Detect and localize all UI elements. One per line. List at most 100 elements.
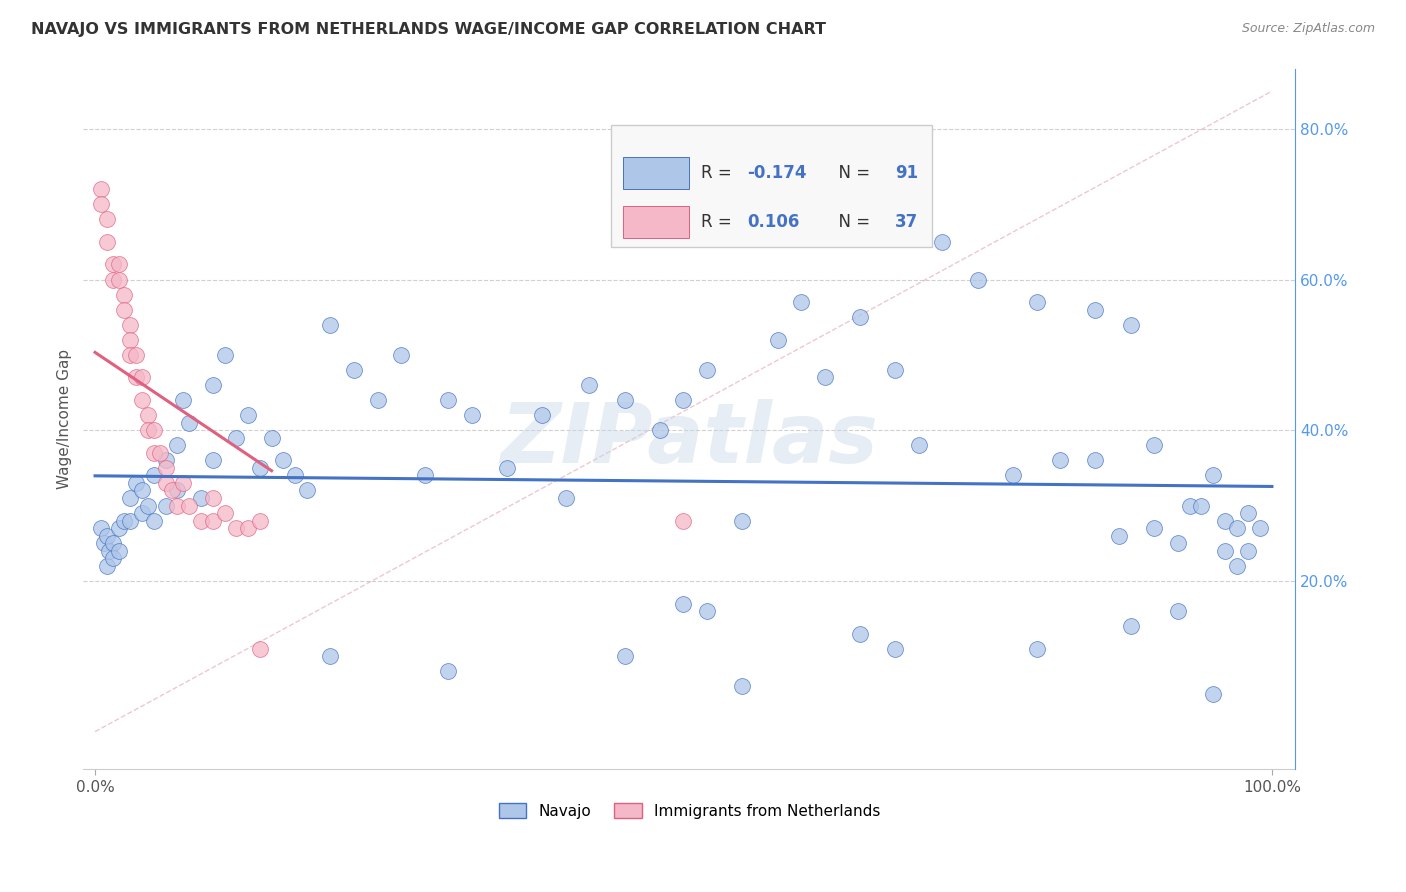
Text: 37: 37: [894, 213, 918, 231]
Point: [101, 536, 124, 550]
Point: [201, 453, 224, 467]
Point: [884, 641, 907, 656]
Point: [142, 423, 165, 437]
Point: [613, 649, 636, 664]
Point: [554, 491, 576, 505]
Point: [1213, 543, 1236, 558]
Point: [696, 363, 718, 377]
Point: [389, 348, 412, 362]
Point: [496, 461, 519, 475]
Point: [155, 499, 177, 513]
Point: [142, 514, 165, 528]
Point: [1143, 521, 1166, 535]
Point: [884, 363, 907, 377]
Point: [1249, 521, 1271, 535]
Point: [155, 461, 177, 475]
Point: [1202, 687, 1225, 701]
Point: [107, 521, 129, 535]
Point: [1167, 536, 1189, 550]
Point: [966, 272, 988, 286]
Point: [120, 348, 142, 362]
Point: [1237, 506, 1260, 520]
Point: [214, 348, 236, 362]
Point: [155, 475, 177, 490]
Point: [1213, 514, 1236, 528]
Point: [1226, 558, 1249, 573]
Point: [142, 446, 165, 460]
Point: [166, 483, 188, 498]
Text: Source: ZipAtlas.com: Source: ZipAtlas.com: [1241, 22, 1375, 36]
Point: [236, 408, 259, 422]
Point: [437, 393, 460, 408]
Text: ZIPatlas: ZIPatlas: [501, 400, 879, 481]
Point: [225, 431, 247, 445]
Point: [460, 408, 482, 422]
Point: [166, 499, 188, 513]
Legend: Navajo, Immigrants from Netherlands: Navajo, Immigrants from Netherlands: [492, 797, 886, 825]
Point: [142, 468, 165, 483]
Point: [131, 370, 153, 384]
Point: [125, 475, 148, 490]
Point: [107, 272, 129, 286]
Point: [96, 529, 118, 543]
Point: [1025, 295, 1047, 310]
Point: [1025, 641, 1047, 656]
Point: [931, 235, 953, 249]
Text: NAVAJO VS IMMIGRANTS FROM NETHERLANDS WAGE/INCOME GAP CORRELATION CHART: NAVAJO VS IMMIGRANTS FROM NETHERLANDS WA…: [31, 22, 825, 37]
Point: [101, 272, 124, 286]
Point: [672, 514, 695, 528]
Point: [260, 431, 283, 445]
Point: [120, 318, 142, 332]
Point: [1084, 302, 1107, 317]
Point: [273, 453, 295, 467]
Point: [90, 182, 112, 196]
Text: N =: N =: [828, 164, 876, 182]
Point: [1143, 438, 1166, 452]
Point: [249, 461, 271, 475]
Point: [1119, 619, 1142, 633]
Point: [96, 212, 118, 227]
Point: [107, 257, 129, 271]
Point: [120, 514, 142, 528]
Point: [90, 197, 112, 211]
Point: [190, 514, 212, 528]
Point: [1049, 453, 1071, 467]
Point: [131, 393, 153, 408]
Point: [93, 536, 115, 550]
Point: [1178, 499, 1201, 513]
Point: [284, 468, 307, 483]
Point: [201, 491, 224, 505]
Point: [648, 423, 671, 437]
Point: [366, 393, 388, 408]
Point: [149, 446, 172, 460]
FancyBboxPatch shape: [610, 125, 932, 247]
Point: [1119, 318, 1142, 332]
Point: [908, 438, 931, 452]
Point: [531, 408, 554, 422]
Point: [172, 475, 194, 490]
Point: [319, 318, 342, 332]
Point: [160, 483, 183, 498]
Point: [731, 680, 754, 694]
Point: [613, 393, 636, 408]
Point: [225, 521, 247, 535]
FancyBboxPatch shape: [623, 157, 689, 189]
Point: [1108, 529, 1130, 543]
Point: [107, 543, 129, 558]
FancyBboxPatch shape: [623, 206, 689, 238]
Point: [179, 499, 201, 513]
Point: [849, 310, 872, 325]
Point: [114, 514, 136, 528]
Point: [155, 453, 177, 467]
Point: [136, 423, 159, 437]
Point: [1084, 453, 1107, 467]
Point: [96, 235, 118, 249]
Text: N =: N =: [828, 213, 876, 231]
Point: [201, 378, 224, 392]
Point: [214, 506, 236, 520]
Point: [201, 514, 224, 528]
Point: [672, 597, 695, 611]
Point: [343, 363, 366, 377]
Text: -0.174: -0.174: [747, 164, 806, 182]
Point: [114, 302, 136, 317]
